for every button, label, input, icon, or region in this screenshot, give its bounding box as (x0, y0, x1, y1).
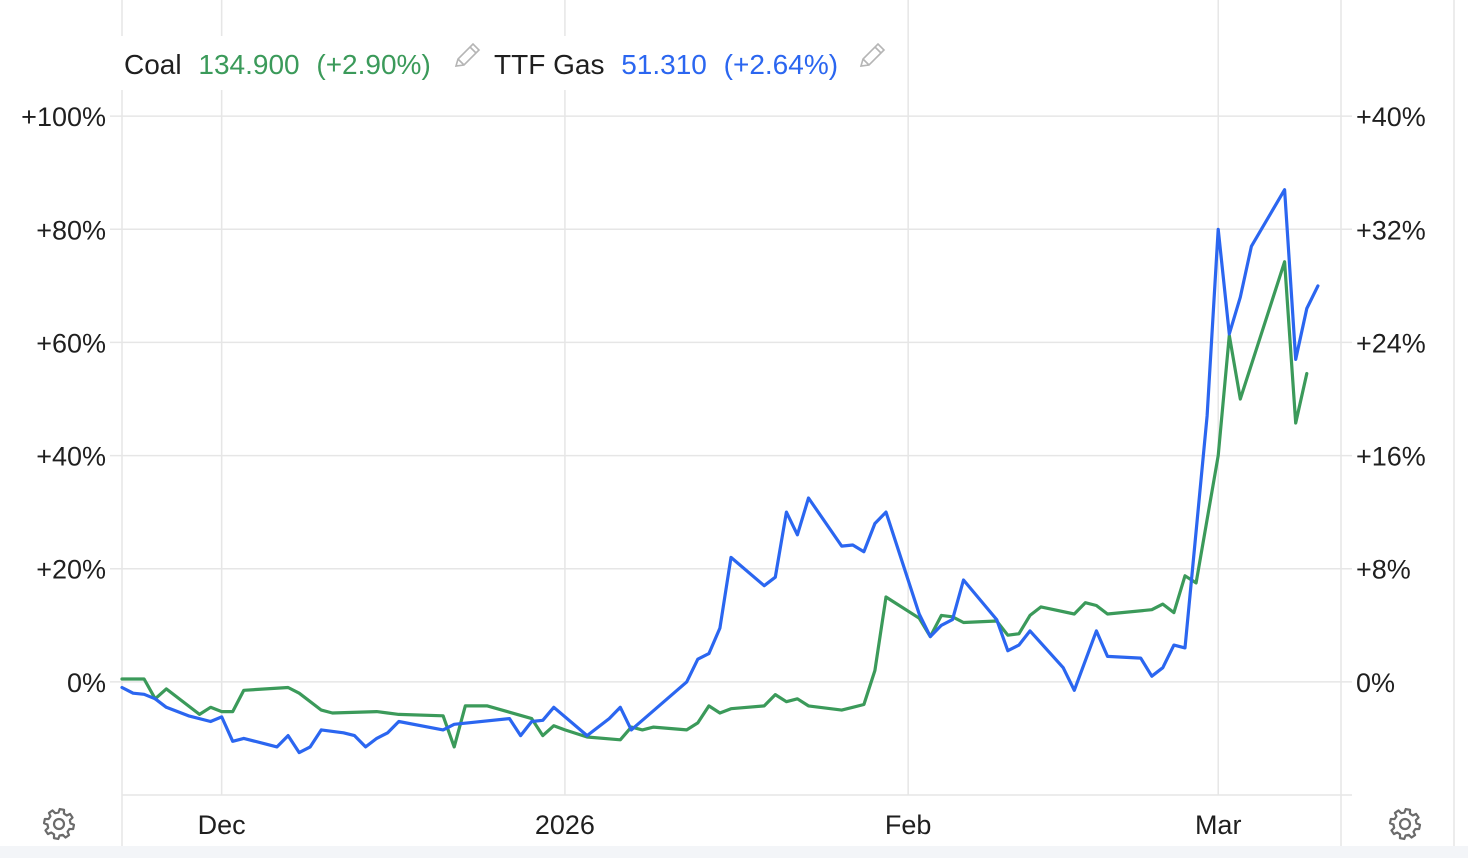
gear-icon[interactable] (1388, 807, 1422, 841)
series-line-ttf-gas (120, 188, 1320, 755)
right-axis-tick-label: +24% (1356, 328, 1426, 358)
legend-background (118, 36, 888, 90)
right-axis-tick-label: +16% (1356, 442, 1426, 472)
gear-hub (52, 817, 66, 831)
right-axis-tick-label: +32% (1356, 215, 1426, 245)
right-axis-tick-label: 0% (1356, 668, 1395, 698)
left-axis-tick-label: +80% (36, 215, 106, 245)
horizontal-gridlines (110, 115, 1352, 683)
gear-icon[interactable] (42, 807, 76, 841)
x-axis: Dec 2026 Feb Mar (198, 810, 1242, 840)
x-axis-tick-label: Dec (198, 810, 246, 840)
x-axis-tick-label: 2026 (535, 810, 595, 840)
left-axis-tick-label: +60% (36, 328, 106, 358)
legend-ttf-gas[interactable]: TTF Gas 51.310 (+2.64%) (494, 49, 838, 80)
x-axis-tick-label: Feb (885, 810, 932, 840)
right-axis-tick-label: +8% (1356, 555, 1411, 585)
left-axis-tick-label: +100% (21, 102, 106, 132)
right-axis-tick-label: +40% (1356, 102, 1426, 132)
x-axis-tick-label: Mar (1195, 810, 1242, 840)
legend-ttf-gas-name: TTF Gas (494, 49, 604, 80)
legend-ttf-gas-change: (+2.64%) (724, 49, 838, 80)
left-axis-tick-label: +20% (36, 555, 106, 585)
legend-coal-value: 134.900 (198, 49, 299, 80)
left-axis: +100% +80% +60% +40% +20% 0% (21, 102, 106, 698)
gear-hub (1398, 817, 1412, 831)
legend-ttf-gas-value: 51.310 (621, 49, 707, 80)
bottom-strip (0, 846, 1468, 858)
legend-coal-name: Coal (124, 49, 182, 80)
right-axis: +40% +32% +24% +16% +8% 0% (1356, 102, 1426, 698)
left-axis-tick-label: 0% (67, 668, 106, 698)
legend-coal-change: (+2.90%) (316, 49, 430, 80)
series-line-coal (120, 260, 1309, 749)
legend-coal[interactable]: Coal 134.900 (+2.90%) (124, 49, 431, 80)
pencil-icon[interactable] (454, 42, 481, 67)
left-axis-tick-label: +40% (36, 442, 106, 472)
pencil-icon[interactable] (859, 42, 886, 67)
series-layer (120, 188, 1320, 755)
gear-outline (42, 807, 76, 841)
vertical-gridlines (121, 0, 1455, 846)
gear-outline (1388, 807, 1422, 841)
